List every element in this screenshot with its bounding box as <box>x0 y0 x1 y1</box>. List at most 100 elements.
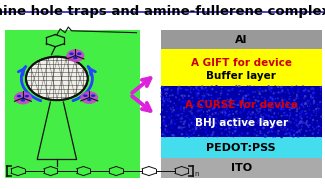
Point <box>188 118 193 121</box>
Point <box>311 108 316 111</box>
Point <box>240 101 245 104</box>
Point <box>266 103 271 106</box>
Point <box>180 100 186 103</box>
Point <box>237 134 242 137</box>
Point <box>184 107 189 110</box>
Point <box>304 123 309 126</box>
Point <box>257 121 262 124</box>
Point <box>183 119 188 122</box>
Point <box>162 110 167 113</box>
Point <box>260 118 265 121</box>
Point <box>314 127 319 130</box>
Point <box>282 88 287 91</box>
Point <box>253 104 258 107</box>
Point <box>197 125 202 128</box>
Point <box>205 135 210 138</box>
Point <box>263 96 268 99</box>
Point <box>227 110 232 113</box>
Point <box>193 125 198 129</box>
Point <box>297 122 302 125</box>
Point <box>229 130 234 133</box>
Point <box>255 116 260 119</box>
Point <box>194 128 199 131</box>
Point <box>271 135 276 138</box>
Circle shape <box>73 57 78 59</box>
Point <box>306 126 311 129</box>
Point <box>315 103 320 106</box>
Point <box>204 92 209 95</box>
Point <box>266 105 271 108</box>
Point <box>243 94 249 97</box>
Point <box>220 91 225 94</box>
Point <box>202 95 207 98</box>
Point <box>194 94 200 97</box>
Point <box>223 112 228 115</box>
Point <box>288 113 293 116</box>
Point <box>162 133 167 136</box>
Point <box>266 131 271 134</box>
Point <box>186 122 191 125</box>
Point <box>270 93 275 96</box>
Point <box>290 107 295 110</box>
Point <box>276 124 281 127</box>
Point <box>273 85 278 88</box>
Point <box>226 135 231 138</box>
Point <box>280 90 285 93</box>
Point <box>254 89 260 92</box>
Point <box>181 108 187 111</box>
Point <box>279 101 284 104</box>
Point <box>205 107 210 110</box>
Point <box>279 105 284 108</box>
Point <box>319 100 324 103</box>
Point <box>304 129 309 132</box>
Point <box>253 116 258 119</box>
Point <box>195 118 200 121</box>
Point <box>185 89 190 92</box>
Point <box>264 104 269 107</box>
Point <box>170 94 175 97</box>
Point <box>238 88 243 91</box>
Text: Buffer layer: Buffer layer <box>206 71 276 81</box>
Point <box>225 93 230 96</box>
Point <box>239 121 244 124</box>
Point <box>205 93 211 96</box>
Point <box>257 87 263 90</box>
Point <box>299 117 304 120</box>
Point <box>215 119 221 122</box>
Point <box>305 112 310 115</box>
Point <box>306 99 311 102</box>
Point <box>238 96 243 99</box>
Point <box>195 105 200 108</box>
Point <box>174 126 179 129</box>
Point <box>197 109 202 112</box>
Point <box>186 98 191 101</box>
Point <box>289 88 294 91</box>
Point <box>195 88 200 91</box>
Point <box>318 126 323 129</box>
Point <box>191 132 196 135</box>
Point <box>206 126 211 129</box>
Point <box>214 135 220 138</box>
Point <box>307 93 313 96</box>
Point <box>313 114 318 117</box>
Point <box>230 88 236 91</box>
Point <box>214 112 219 115</box>
Point <box>200 85 205 88</box>
Point <box>180 126 186 129</box>
Point <box>311 92 317 95</box>
Point <box>251 116 256 119</box>
Point <box>226 125 231 128</box>
Point <box>285 128 290 131</box>
Point <box>180 113 185 116</box>
Point <box>294 87 299 90</box>
Point <box>315 108 320 111</box>
Point <box>214 103 219 106</box>
Point <box>266 114 272 117</box>
Point <box>269 127 275 130</box>
Point <box>192 115 198 118</box>
Point <box>160 85 165 88</box>
Point <box>227 133 232 136</box>
Point <box>254 115 259 119</box>
Point <box>186 94 191 98</box>
Point <box>165 98 170 101</box>
